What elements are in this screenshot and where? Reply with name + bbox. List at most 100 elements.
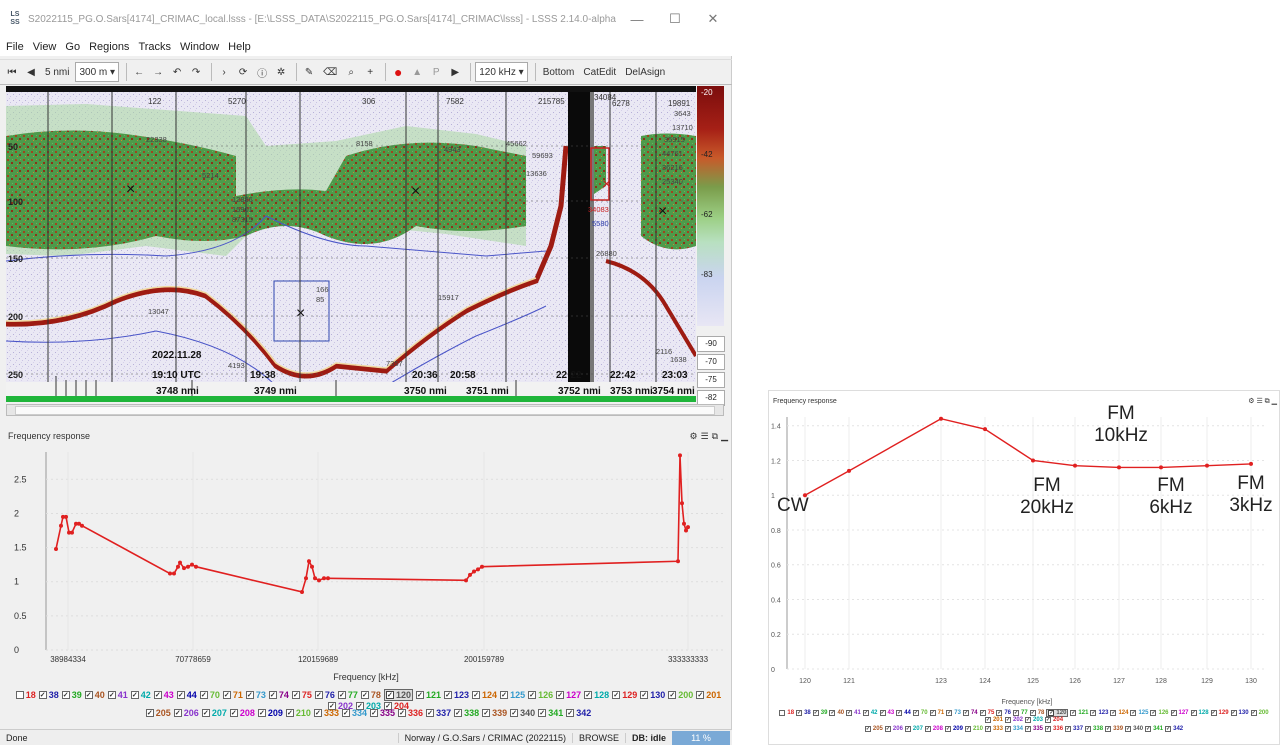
channel-checkbox-38[interactable]: ✓ 38 bbox=[796, 709, 811, 717]
checkbox-icon[interactable]: ✓ bbox=[384, 702, 393, 710]
checkbox-icon[interactable]: ✓ bbox=[612, 691, 621, 699]
checkbox-icon[interactable]: ✓ bbox=[979, 710, 986, 716]
echogram[interactable]: × × × × × 50 100 150 200 250 122 5270 306 75… bbox=[6, 86, 696, 402]
channel-checkbox-333[interactable]: ✓ 333 bbox=[313, 708, 339, 718]
channel-checkbox-337[interactable]: ✓ 337 bbox=[1065, 726, 1083, 732]
checkbox-icon[interactable]: ✓ bbox=[1165, 726, 1172, 732]
channel-checkbox-128[interactable]: ✓ 128 bbox=[584, 690, 609, 700]
channel-checkbox-201[interactable]: ✓ 201 bbox=[984, 717, 1003, 723]
channel-checkbox-209[interactable]: ✓ 209 bbox=[944, 726, 963, 732]
channel-checkbox-340[interactable]: ✓ 340 bbox=[1125, 726, 1143, 732]
checkbox-icon[interactable]: ✓ bbox=[1190, 710, 1197, 716]
channel-checkbox-340[interactable]: ✓ 340 bbox=[510, 708, 535, 718]
channel-checkbox-210[interactable]: ✓ 210 bbox=[964, 726, 983, 732]
checkbox-icon[interactable]: ✓ bbox=[528, 691, 537, 699]
channel-checkbox-74[interactable]: ✓ 74 bbox=[962, 709, 978, 717]
menu-window[interactable]: Window bbox=[180, 41, 220, 53]
channel-checkbox-75[interactable]: ✓ 75 bbox=[291, 690, 312, 700]
checkbox-icon[interactable]: ✓ bbox=[796, 710, 803, 716]
channel-checkbox-77[interactable]: ✓ 77 bbox=[1013, 709, 1028, 717]
channel-checkbox-123[interactable]: ✓ 123 bbox=[444, 690, 469, 700]
delassign-button[interactable]: DelAsign bbox=[625, 66, 666, 78]
checkbox-icon[interactable]: ✓ bbox=[1150, 710, 1157, 716]
channel-checkbox-126[interactable]: ✓ 126 bbox=[1150, 709, 1169, 717]
menu-regions[interactable]: Regions bbox=[89, 41, 130, 53]
channel-checkbox-41[interactable]: ✓ 41 bbox=[107, 690, 128, 700]
checkbox-icon[interactable]: ✓ bbox=[500, 691, 509, 699]
checkbox-icon[interactable]: ✓ bbox=[896, 710, 903, 716]
checkbox-icon[interactable]: ✓ bbox=[1230, 710, 1237, 716]
redo-icon[interactable]: ↷ bbox=[191, 66, 201, 78]
range-select[interactable]: 300 m ▾ bbox=[75, 62, 120, 82]
checkbox-icon[interactable]: ✓ bbox=[944, 726, 951, 732]
checkbox-icon[interactable]: ✓ bbox=[1145, 726, 1152, 732]
channel-checkbox-18[interactable]: 18 bbox=[15, 690, 36, 700]
checkbox-icon[interactable]: ✓ bbox=[285, 709, 294, 717]
channel-checkbox-121[interactable]: ✓ 121 bbox=[1070, 709, 1088, 717]
checkbox-icon[interactable]: ✓ bbox=[1105, 726, 1112, 732]
channel-checkbox-39[interactable]: ✓ 39 bbox=[61, 690, 82, 700]
checkbox-icon[interactable]: ✓ bbox=[1065, 726, 1072, 732]
checkbox-icon[interactable]: ✓ bbox=[245, 691, 254, 699]
channel-checkbox-77[interactable]: ✓ 77 bbox=[337, 690, 358, 700]
menu-file[interactable]: File bbox=[6, 41, 24, 53]
prev-icon[interactable]: ◀ bbox=[27, 66, 35, 78]
checkbox-icon[interactable]: ✓ bbox=[38, 691, 47, 699]
scroll-thumb[interactable] bbox=[15, 406, 715, 415]
channel-checkbox-341[interactable]: ✓ 341 bbox=[538, 708, 563, 718]
channel-checkbox-78[interactable]: ✓ 78 bbox=[1029, 709, 1044, 717]
checkbox-icon[interactable]: ✓ bbox=[510, 709, 519, 717]
horizontal-scrollbar[interactable] bbox=[6, 404, 724, 416]
info-icon[interactable]: ⓘ bbox=[257, 68, 268, 80]
channel-checkbox-124[interactable]: ✓ 124 bbox=[1110, 709, 1128, 717]
channel-checkbox-124[interactable]: ✓ 124 bbox=[472, 690, 497, 700]
channel-checkbox-200[interactable]: ✓ 200 bbox=[668, 690, 693, 700]
channel-checkbox-70[interactable]: ✓ 70 bbox=[912, 709, 928, 717]
play-icon[interactable]: ▶ bbox=[451, 66, 460, 78]
eraser-icon[interactable]: ⌫ bbox=[323, 66, 338, 78]
checkbox-icon[interactable]: ✓ bbox=[1130, 710, 1137, 716]
checkbox-icon[interactable]: ✓ bbox=[912, 710, 919, 716]
minimize-button[interactable]: — bbox=[630, 11, 644, 27]
first-icon[interactable]: ⏮ bbox=[7, 66, 17, 78]
checkbox-icon[interactable]: ✓ bbox=[929, 710, 936, 716]
channel-checkbox-206[interactable]: ✓ 206 bbox=[173, 708, 199, 718]
checkbox-icon[interactable]: ✓ bbox=[314, 691, 323, 699]
checkbox-icon[interactable]: ✓ bbox=[173, 709, 182, 717]
checkbox-icon[interactable]: ✓ bbox=[176, 691, 185, 699]
channel-checkbox-18[interactable]: 18 bbox=[779, 709, 794, 717]
channel-checkbox-210[interactable]: ✓ 210 bbox=[285, 708, 311, 718]
checkbox-icon[interactable]: ✓ bbox=[984, 717, 991, 723]
maximize-button[interactable]: ☐ bbox=[669, 11, 681, 26]
checkbox-icon[interactable]: ✓ bbox=[879, 710, 886, 716]
colorbar-value[interactable]: -70 bbox=[697, 354, 725, 370]
menu-view[interactable]: View bbox=[32, 41, 57, 53]
channel-checkbox-42[interactable]: ✓ 42 bbox=[130, 690, 151, 700]
checkbox-icon[interactable]: ✓ bbox=[84, 691, 93, 699]
checkbox-icon[interactable]: ✓ bbox=[454, 709, 463, 717]
settings-icon[interactable]: ✲ bbox=[276, 66, 286, 78]
checkbox-icon[interactable]: ✓ bbox=[696, 691, 705, 699]
undo-icon[interactable]: ↶ bbox=[172, 66, 182, 78]
channel-checkbox-204[interactable]: ✓ 204 bbox=[1045, 717, 1063, 723]
channel-checkbox-205[interactable]: ✓ 205 bbox=[145, 708, 171, 718]
checkbox-icon[interactable]: ✓ bbox=[313, 709, 322, 717]
pause-icon[interactable]: P bbox=[432, 66, 440, 78]
channel-checkbox-334[interactable]: ✓ 334 bbox=[341, 708, 367, 718]
channel-checkbox-335[interactable]: ✓ 335 bbox=[1025, 726, 1043, 732]
checkbox-icon[interactable]: ✓ bbox=[444, 691, 452, 699]
checkbox-icon[interactable]: ✓ bbox=[398, 709, 407, 717]
checkbox-icon[interactable]: ✓ bbox=[201, 709, 210, 717]
channel-checkbox-130[interactable]: ✓ 130 bbox=[640, 690, 665, 700]
channel-checkbox-43[interactable]: ✓ 43 bbox=[879, 709, 894, 717]
channel-checkbox-129[interactable]: ✓ 129 bbox=[1210, 709, 1229, 717]
checkbox-icon[interactable]: ✓ bbox=[257, 709, 266, 717]
sync-icon[interactable]: ⟳ bbox=[238, 66, 248, 78]
frequency-response-chart[interactable]: 2.5 2 1.5 1 0.5 0 38984334 70778659 120159689 20… bbox=[6, 444, 730, 684]
channel-checkbox-75[interactable]: ✓ 75 bbox=[979, 709, 994, 717]
next-icon[interactable]: › bbox=[222, 66, 226, 78]
copy-icon[interactable]: ⧉ bbox=[711, 430, 719, 441]
checkbox-icon[interactable]: ✓ bbox=[199, 691, 208, 699]
checkbox-icon[interactable]: ✓ bbox=[1070, 710, 1077, 716]
channel-checkbox-125[interactable]: ✓ 125 bbox=[500, 690, 525, 700]
